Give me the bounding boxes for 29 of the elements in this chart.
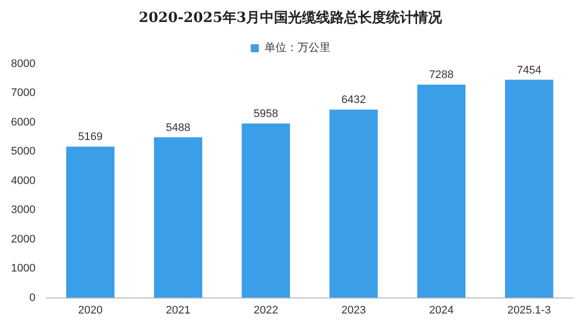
y-tick-label: 8000 xyxy=(10,58,36,70)
data-label: 5488 xyxy=(166,122,190,134)
chart-title: 2020-2025年3月中国光缆线路总长度统计情况 xyxy=(138,9,444,26)
x-tick-label: 2023 xyxy=(341,304,366,316)
x-tick-label: 2022 xyxy=(254,304,278,316)
bar xyxy=(242,124,290,298)
x-tick-label: 2024 xyxy=(429,304,454,316)
y-tick-label: 0 xyxy=(29,292,36,304)
x-tick-label: 2025.1-3 xyxy=(507,304,551,316)
data-label: 6432 xyxy=(341,94,366,106)
data-label: 7288 xyxy=(429,69,454,82)
y-tick-label: 3000 xyxy=(10,204,36,216)
bar xyxy=(417,84,466,298)
bar xyxy=(329,110,378,298)
data-label: 7454 xyxy=(516,64,542,76)
bar xyxy=(154,137,202,298)
y-tick-label: 4000 xyxy=(10,174,36,187)
x-tick-label: 2021 xyxy=(166,304,190,316)
x-tick-label: 2020 xyxy=(78,304,103,316)
bar xyxy=(66,146,114,298)
bar xyxy=(504,80,554,298)
y-tick-label: 2000 xyxy=(10,233,36,246)
data-label: 5169 xyxy=(78,131,103,144)
legend-label: 单位：万公里 xyxy=(264,41,330,54)
y-tick-label: 6000 xyxy=(10,116,36,128)
y-tick-label: 7000 xyxy=(10,87,36,100)
data-label: 5958 xyxy=(254,108,278,120)
y-tick-label: 1000 xyxy=(10,262,36,275)
y-tick-label: 5000 xyxy=(10,146,36,158)
